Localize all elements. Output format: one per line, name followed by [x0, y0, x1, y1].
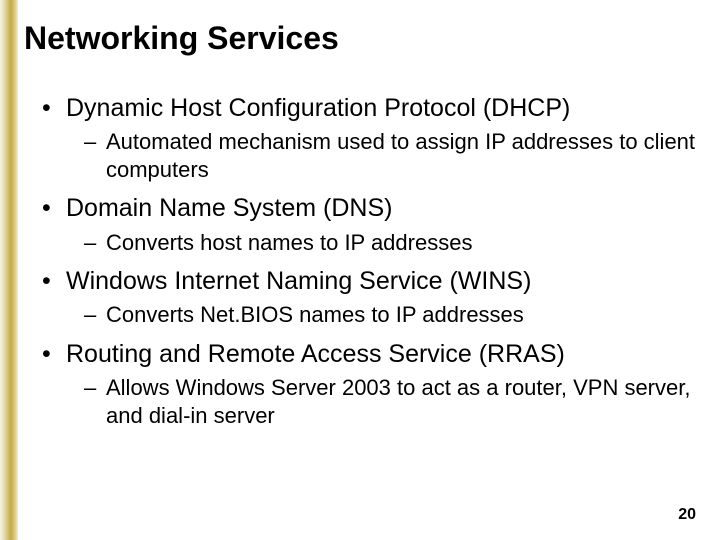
bullet-l1-label: Domain Name System (DNS) [66, 194, 392, 222]
bullet-l2-label: Automated mechanism used to assign IP ad… [106, 129, 695, 182]
bullet-l2: Converts Net.BIOS names to IP addresses [84, 301, 700, 329]
bullet-l1: Routing and Remote Access Service (RRAS) [42, 339, 700, 370]
bullet-l2: Allows Windows Server 2003 to act as a r… [84, 374, 700, 429]
bullet-l2: Automated mechanism used to assign IP ad… [84, 128, 700, 183]
slide-content: Networking Services Dynamic Host Configu… [24, 20, 700, 439]
bullet-l1: Dynamic Host Configuration Protocol (DHC… [42, 93, 700, 124]
bullet-l2: Converts host names to IP addresses [84, 229, 700, 257]
bullet-l1-label: Windows Internet Naming Service (WINS) [66, 267, 531, 295]
bullet-l2-label: Allows Windows Server 2003 to act as a r… [106, 375, 690, 428]
bullet-l1: Domain Name System (DNS) [42, 193, 700, 224]
bullet-l1-label: Dynamic Host Configuration Protocol (DHC… [66, 94, 570, 122]
left-accent-bar [0, 0, 18, 540]
bullet-l2-label: Converts host names to IP addresses [106, 230, 472, 255]
bullet-l2-label: Converts Net.BIOS names to IP addresses [106, 302, 524, 327]
page-number: 20 [678, 506, 696, 524]
slide-title: Networking Services [24, 20, 700, 57]
bullet-l1: Windows Internet Naming Service (WINS) [42, 266, 700, 297]
bullet-l1-label: Routing and Remote Access Service (RRAS) [66, 340, 565, 368]
